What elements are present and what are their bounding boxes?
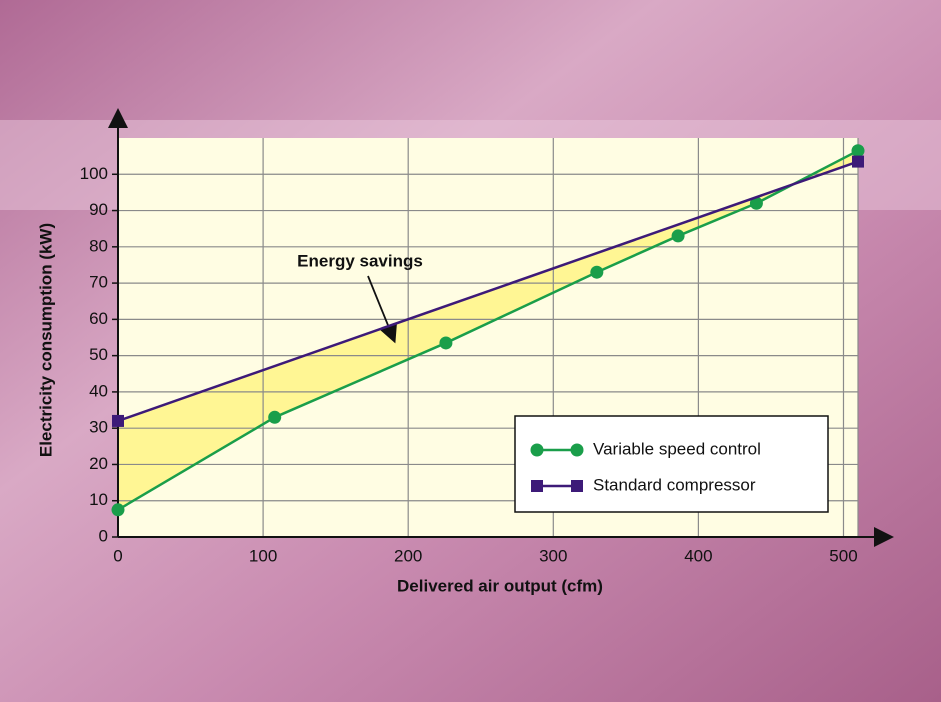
x-tick-label: 400 [684,546,712,565]
x-tick-label: 200 [394,546,422,565]
marker [571,480,583,492]
y-tick-label: 100 [80,164,108,183]
marker [530,443,544,457]
marker [111,503,125,517]
marker [671,229,685,243]
y-tick-label: 20 [89,454,108,473]
marker [749,196,763,210]
marker [268,410,282,424]
marker [531,480,543,492]
y-tick-label: 0 [99,526,108,545]
y-tick-label: 50 [89,345,108,364]
y-tick-label: 30 [89,418,108,437]
x-tick-label: 500 [829,546,857,565]
y-tick-label: 70 [89,273,108,292]
marker [852,155,864,168]
marker [570,443,584,457]
marker [439,336,453,350]
marker [851,144,865,158]
legend-label: Standard compressor [593,475,756,494]
y-tick-label: 40 [89,381,108,400]
series-line [117,160,859,423]
annotation: Energy savings [297,251,423,270]
legend: Variable speed control Standard compresso… [514,415,829,513]
marker [112,414,124,427]
y-tick-label: 10 [89,490,108,509]
legend-box [514,415,829,513]
y-tick-label: 90 [89,200,108,219]
x-tick-label: 300 [539,546,567,565]
y-tick-label: 60 [89,309,108,328]
x-tick-label: 0 [113,546,122,565]
y-axis-title: Electricity consumption (kW) [36,223,55,457]
y-tick-label: 80 [89,236,108,255]
annotation-arrow [367,275,397,344]
x-tick-label: 100 [249,546,277,565]
marker [590,265,604,279]
legend-label: Variable speed control [593,439,761,458]
x-axis-title: Delivered air output (cfm) [397,576,603,595]
